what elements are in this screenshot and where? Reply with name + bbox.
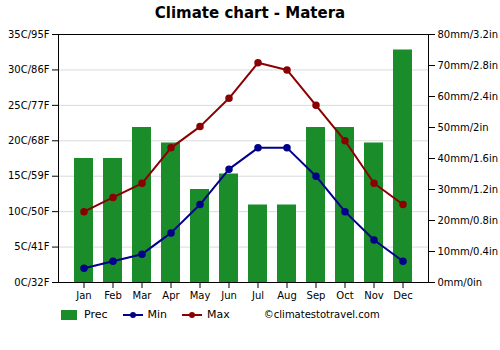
svg-text:May: May <box>190 290 211 301</box>
svg-text:5C/41F: 5C/41F <box>14 241 49 252</box>
html-text:Max: Max <box>207 308 230 321</box>
svg-text:Apr: Apr <box>162 290 180 301</box>
svg-text:80mm/3.2in: 80mm/3.2in <box>438 29 499 40</box>
svg-text:Oct: Oct <box>336 290 353 301</box>
html-text:©climatestotravel.com: ©climatestotravel.com <box>263 309 380 320</box>
svg-text:Nov: Nov <box>364 290 384 301</box>
svg-text:0C/32F: 0C/32F <box>14 277 49 288</box>
svg-text:Feb: Feb <box>104 290 122 301</box>
svg-text:30mm/1.2in: 30mm/1.2in <box>438 184 499 195</box>
svg-text:30C/86F: 30C/86F <box>8 64 50 75</box>
svg-text:Jun: Jun <box>220 290 237 301</box>
svg-text:70mm/2.8in: 70mm/2.8in <box>438 60 499 71</box>
svg-text:Sep: Sep <box>307 290 326 301</box>
html-text:Min: Min <box>147 308 168 321</box>
svg-text:20C/68F: 20C/68F <box>8 135 50 146</box>
svg-text:20mm/0.8in: 20mm/0.8in <box>438 215 499 226</box>
svg-text:60mm/2.4in: 60mm/2.4in <box>438 91 499 102</box>
html-text:Climate chart - Matera: Climate chart - Matera <box>154 4 346 22</box>
svg-text:40mm/1.6in: 40mm/1.6in <box>438 153 499 164</box>
svg-text:10C/50F: 10C/50F <box>8 206 50 217</box>
svg-text:Jul: Jul <box>251 290 264 301</box>
svg-text:Mar: Mar <box>133 290 153 301</box>
svg-text:0mm/0in: 0mm/0in <box>438 277 483 288</box>
svg-text:35C/95F: 35C/95F <box>8 29 50 40</box>
svg-text:50mm/2in: 50mm/2in <box>438 122 489 133</box>
svg-text:10mm/0.4in: 10mm/0.4in <box>438 246 499 257</box>
svg-text:Jan: Jan <box>75 290 91 301</box>
html-text:Prec: Prec <box>84 308 108 321</box>
svg-text:15C/59F: 15C/59F <box>8 170 50 181</box>
svg-text:25C/77F: 25C/77F <box>8 100 50 111</box>
svg-text:Aug: Aug <box>277 290 297 301</box>
svg-text:Dec: Dec <box>393 290 412 301</box>
